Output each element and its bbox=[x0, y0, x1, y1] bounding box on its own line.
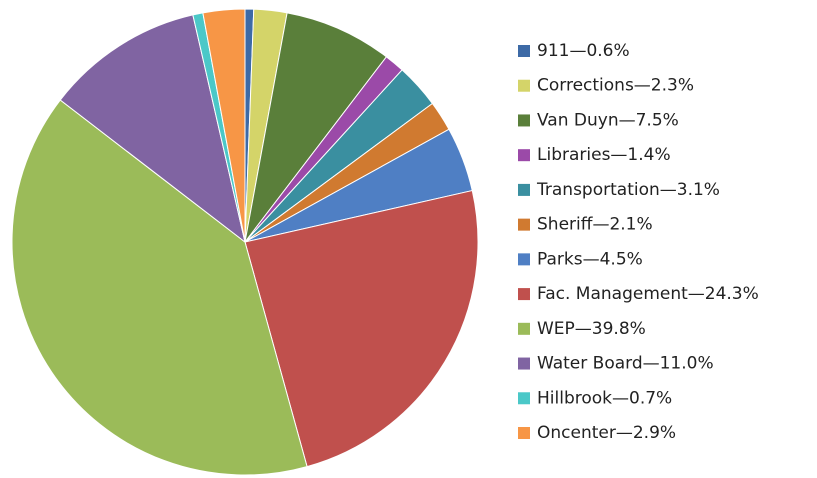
legend-label: Sheriff—2.1% bbox=[537, 215, 653, 235]
legend-label: Parks—4.5% bbox=[537, 249, 643, 269]
legend-swatch bbox=[518, 114, 530, 127]
legend-label: Van Duyn—7.5% bbox=[537, 110, 679, 130]
legend-swatch bbox=[518, 288, 530, 301]
legend-swatch bbox=[518, 79, 530, 92]
legend-label: Water Board—11.0% bbox=[537, 354, 714, 374]
legend-label: Fac. Management—24.3% bbox=[537, 284, 759, 304]
pie-slice bbox=[244, 189, 479, 468]
legend-swatch bbox=[518, 392, 530, 405]
pie-slice bbox=[11, 99, 308, 476]
legend-label: Corrections—2.3% bbox=[537, 76, 694, 96]
pie-slice bbox=[244, 12, 388, 243]
legend-swatch bbox=[518, 253, 530, 266]
legend-label: Hillbrook—0.7% bbox=[537, 388, 672, 408]
legend-swatch bbox=[518, 322, 530, 335]
legend-swatch bbox=[518, 149, 530, 162]
legend-label: Libraries—1.4% bbox=[537, 145, 671, 165]
legend-label: WEP—39.8% bbox=[537, 319, 646, 339]
pie-slice bbox=[202, 8, 246, 243]
legend-swatch bbox=[518, 357, 530, 370]
legend-swatch bbox=[518, 45, 530, 57]
legend-swatch bbox=[518, 183, 530, 196]
legend-swatch bbox=[518, 218, 530, 231]
legend-label: Oncenter—2.9% bbox=[537, 423, 676, 443]
pie-slice bbox=[59, 14, 246, 244]
legend-label: 911—0.6% bbox=[537, 41, 630, 61]
legend-swatch bbox=[518, 427, 530, 439]
legend-label: Transportation—3.1% bbox=[536, 180, 720, 200]
